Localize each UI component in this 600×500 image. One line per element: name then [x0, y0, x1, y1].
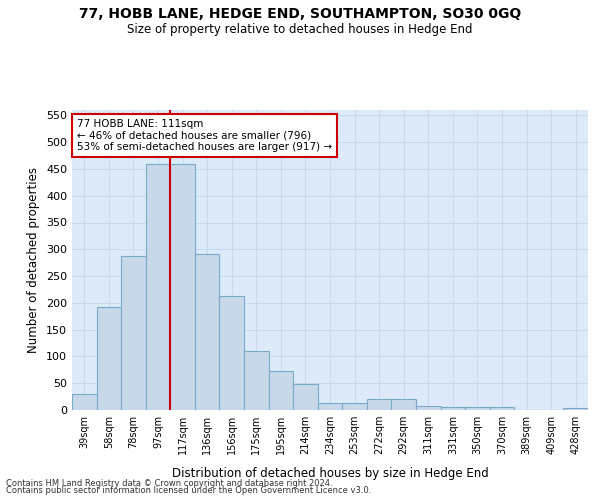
Text: Distribution of detached houses by size in Hedge End: Distribution of detached houses by size …	[172, 467, 488, 480]
Bar	[293, 384, 318, 410]
Bar	[490, 408, 514, 410]
Bar	[195, 254, 220, 410]
Text: Contains public sector information licensed under the Open Government Licence v3: Contains public sector information licen…	[6, 486, 371, 495]
Bar	[244, 351, 269, 410]
Bar	[121, 256, 146, 410]
Bar	[170, 164, 195, 410]
Bar	[416, 406, 440, 410]
Bar	[440, 408, 465, 410]
Text: Contains HM Land Registry data © Crown copyright and database right 2024.: Contains HM Land Registry data © Crown c…	[6, 478, 332, 488]
Text: Size of property relative to detached houses in Hedge End: Size of property relative to detached ho…	[127, 22, 473, 36]
Bar	[146, 164, 170, 410]
Y-axis label: Number of detached properties: Number of detached properties	[28, 167, 40, 353]
Bar	[367, 400, 391, 410]
Bar	[220, 296, 244, 410]
Bar	[97, 307, 121, 410]
Bar	[318, 403, 342, 410]
Bar	[465, 408, 490, 410]
Bar	[563, 408, 588, 410]
Text: 77 HOBB LANE: 111sqm
← 46% of detached houses are smaller (796)
53% of semi-deta: 77 HOBB LANE: 111sqm ← 46% of detached h…	[77, 119, 332, 152]
Bar	[269, 371, 293, 410]
Text: 77, HOBB LANE, HEDGE END, SOUTHAMPTON, SO30 0GQ: 77, HOBB LANE, HEDGE END, SOUTHAMPTON, S…	[79, 8, 521, 22]
Bar	[391, 400, 416, 410]
Bar	[342, 403, 367, 410]
Bar	[72, 394, 97, 410]
